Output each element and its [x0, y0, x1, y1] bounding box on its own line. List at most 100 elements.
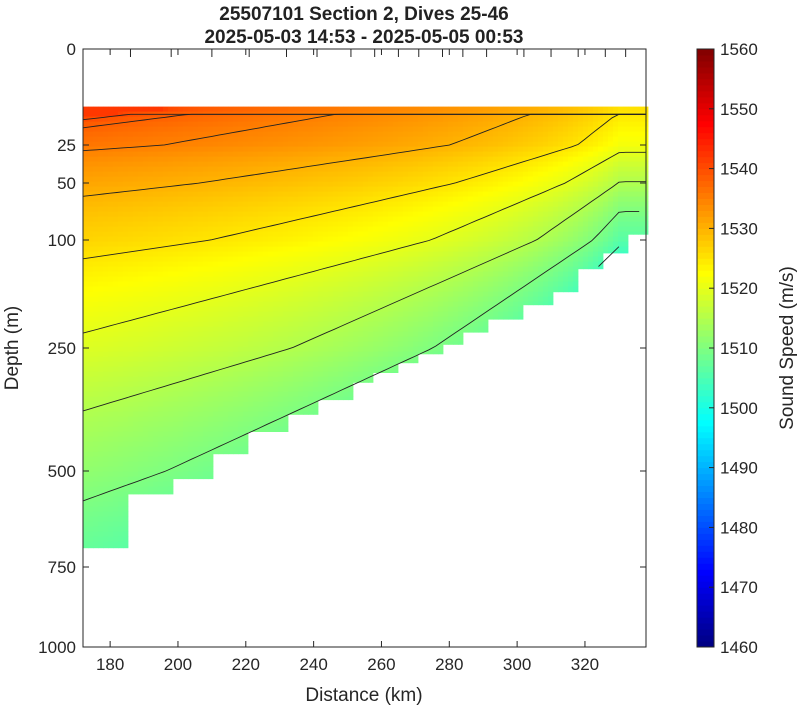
field-cell	[343, 281, 349, 287]
field-cell	[308, 151, 314, 157]
field-cell	[143, 296, 149, 302]
field-cell	[313, 226, 319, 232]
field-cell	[358, 271, 364, 277]
field-cell	[348, 256, 354, 262]
field-cell	[158, 461, 164, 467]
field-cell	[408, 351, 414, 357]
field-cell	[403, 331, 409, 337]
field-cell	[158, 426, 164, 432]
field-cell	[388, 311, 394, 317]
field-cell	[158, 211, 164, 217]
field-cell	[413, 276, 419, 282]
field-cell	[168, 116, 174, 122]
chart-subtitle: 2025-05-03 14:53 - 2025-05-05 00:53	[204, 27, 523, 48]
field-cell	[253, 236, 259, 242]
field-cell	[233, 291, 239, 297]
field-cell	[133, 386, 139, 392]
field-cell	[298, 166, 304, 172]
field-cell	[358, 346, 364, 352]
field-cell	[198, 166, 204, 172]
field-cell	[103, 316, 109, 322]
field-cell	[348, 281, 354, 287]
field-cell	[113, 301, 119, 307]
field-cell	[188, 206, 194, 212]
field-cell	[443, 301, 449, 307]
field-cell	[308, 376, 314, 382]
field-cell	[103, 271, 109, 277]
field-cell	[213, 296, 219, 302]
field-cell	[103, 186, 109, 192]
field-cell	[203, 131, 209, 137]
field-cell	[378, 256, 384, 262]
field-cell	[253, 276, 259, 282]
field-cell	[103, 251, 109, 257]
field-cell	[443, 116, 449, 122]
field-cell	[408, 316, 414, 322]
field-cell	[203, 311, 209, 317]
field-cell	[378, 141, 384, 147]
field-cell	[293, 196, 299, 202]
field-cell	[203, 466, 209, 472]
field-cell	[278, 406, 284, 412]
field-cell	[153, 136, 159, 142]
field-cell	[223, 451, 229, 455]
field-cell	[103, 541, 109, 547]
field-cell	[198, 351, 204, 357]
field-cell	[133, 216, 139, 222]
field-cell	[198, 386, 204, 392]
field-cell	[158, 381, 164, 387]
field-cell	[313, 361, 319, 367]
field-cell	[288, 306, 294, 312]
field-cell	[153, 201, 159, 207]
field-cell	[228, 426, 234, 432]
field-cell	[158, 196, 164, 202]
field-cell	[408, 296, 414, 302]
field-cell	[413, 301, 419, 307]
field-cell	[153, 256, 159, 262]
field-cell	[118, 301, 124, 307]
field-cell	[133, 441, 139, 447]
field-cell	[118, 226, 124, 232]
field-cell	[268, 121, 274, 127]
field-cell	[158, 251, 164, 257]
field-cell	[118, 496, 124, 502]
field-cell	[333, 276, 339, 282]
field-cell	[243, 156, 249, 162]
field-cell	[268, 341, 274, 347]
field-cell	[388, 221, 394, 227]
field-cell	[133, 276, 139, 282]
field-cell	[143, 451, 149, 457]
field-cell	[333, 181, 339, 187]
field-cell	[408, 236, 414, 242]
field-cell	[328, 376, 334, 382]
field-cell	[83, 146, 89, 152]
field-cell	[278, 286, 284, 292]
field-cell	[328, 246, 334, 252]
field-cell	[153, 261, 159, 267]
field-cell	[163, 256, 169, 262]
field-cell	[183, 266, 189, 272]
field-cell	[353, 236, 359, 242]
field-cell	[158, 306, 164, 312]
field-cell	[193, 211, 199, 217]
field-cell	[173, 336, 179, 342]
field-cell	[148, 211, 154, 217]
field-cell	[213, 156, 219, 162]
field-cell	[123, 251, 129, 257]
field-cell	[238, 396, 244, 402]
field-cell	[288, 176, 294, 182]
field-cell	[103, 256, 109, 262]
field-cell	[213, 331, 219, 337]
field-cell	[333, 266, 339, 272]
field-cell	[448, 126, 454, 132]
field-cell	[153, 461, 159, 467]
field-cell	[228, 326, 234, 332]
field-cell	[433, 236, 439, 242]
field-cell	[238, 406, 244, 412]
field-cell	[178, 226, 184, 232]
field-cell	[228, 241, 234, 247]
field-cell	[363, 341, 369, 347]
field-cell	[88, 261, 94, 267]
field-cell	[438, 296, 444, 302]
field-cell	[173, 326, 179, 332]
